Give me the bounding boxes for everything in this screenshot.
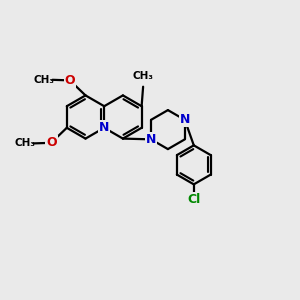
Text: N: N <box>180 113 190 126</box>
Text: Cl: Cl <box>187 194 200 206</box>
Text: N: N <box>146 133 156 146</box>
Text: O: O <box>64 74 75 87</box>
Text: CH₃: CH₃ <box>133 71 154 81</box>
Text: CH₃: CH₃ <box>33 75 54 85</box>
Text: O: O <box>46 136 56 149</box>
Text: CH₃: CH₃ <box>14 138 35 148</box>
Text: N: N <box>99 121 110 134</box>
